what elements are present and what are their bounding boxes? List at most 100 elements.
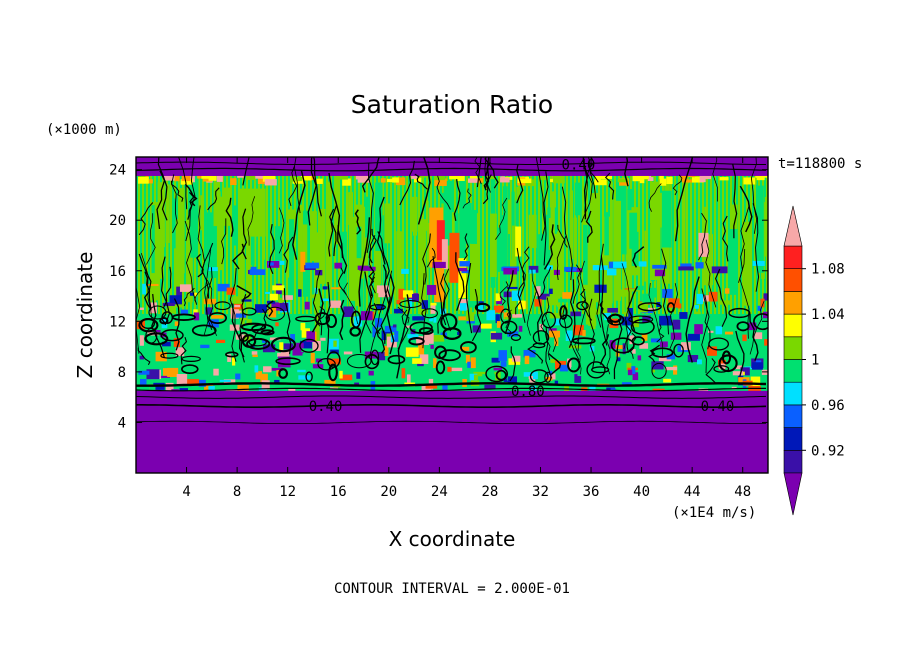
- contour-strand: [361, 157, 380, 193]
- contour-strand: [648, 344, 660, 363]
- tropopause-cell: [433, 173, 446, 181]
- contour-strand: [283, 236, 294, 273]
- turbulent-cell: [205, 307, 213, 315]
- turbulent-cell: [207, 319, 219, 328]
- turbulent-cell: [742, 334, 747, 342]
- contour-ring: [409, 321, 433, 334]
- turbulent-cell: [433, 317, 437, 323]
- contour-strand: [376, 196, 386, 265]
- contour-strand: [543, 171, 549, 266]
- contour-strand: [562, 304, 580, 361]
- turbulent-cell: [694, 305, 699, 309]
- turbulent-cell: [715, 326, 723, 335]
- contour-strand: [540, 319, 551, 361]
- turbulent-cell: [451, 367, 463, 372]
- x-tick-label: 20: [380, 484, 397, 500]
- contour-strand: [337, 267, 347, 295]
- contour-strand: [648, 282, 663, 357]
- turbulent-cell: [570, 311, 582, 317]
- field-cell: [314, 232, 320, 342]
- dry-patch: [268, 262, 274, 266]
- contour-ring: [630, 318, 655, 335]
- turbulent-cell: [425, 383, 438, 389]
- moist-spot: [434, 268, 445, 303]
- contour-strand: [714, 268, 728, 327]
- field-cell: [239, 207, 245, 301]
- contour-strand: [624, 157, 629, 187]
- turbulent-cell: [304, 301, 310, 310]
- contour-ring: [408, 337, 425, 346]
- field-cell: [644, 230, 647, 282]
- turbulent-cell: [315, 358, 323, 363]
- tropopause-cell: [457, 174, 465, 181]
- turbulent-cell: [421, 384, 431, 395]
- contour-ring: [544, 371, 552, 383]
- field-cell: [681, 197, 686, 264]
- contour-ring: [225, 351, 239, 358]
- turbulent-cell: [381, 330, 391, 341]
- contour-strand: [184, 183, 198, 207]
- contour-label: 0.40: [701, 399, 735, 415]
- contour-strand: [225, 197, 234, 237]
- turbulent-cell: [495, 293, 501, 302]
- tropopause-cell: [659, 173, 664, 180]
- field-cell: [310, 211, 317, 262]
- contour-strand: [556, 236, 567, 281]
- turbulent-cell: [504, 316, 509, 320]
- dry-patch: [208, 267, 218, 272]
- turbulent-cell: [458, 316, 467, 321]
- field-cell: [187, 217, 193, 303]
- field-cell: [459, 177, 465, 271]
- contour-label: 0.80: [511, 384, 545, 400]
- turbulent-cell: [679, 312, 688, 319]
- y-tick-label: 24: [109, 163, 126, 179]
- field-cell: [190, 186, 197, 258]
- turbulent-cell: [219, 379, 231, 382]
- contour-strand: [516, 247, 526, 323]
- turbulent-cell: [384, 345, 389, 356]
- contour-strand: [343, 282, 359, 325]
- contour-strand: [339, 299, 345, 341]
- colorbar-bin: [783, 427, 803, 451]
- turbulent-cell: [473, 371, 486, 377]
- turbulent-cell: [203, 298, 217, 305]
- field-cell: [289, 219, 295, 297]
- turbulent-cell: [708, 291, 718, 302]
- turbulent-cell: [447, 366, 452, 372]
- contour-strand: [476, 157, 482, 188]
- tropopause-cell: [632, 174, 641, 182]
- turbulent-cell: [725, 331, 733, 335]
- turbulent-cell: [252, 354, 258, 358]
- contour-interval-note: CONTOUR INTERVAL = 2.000E-01: [334, 581, 570, 597]
- turbulent-cell: [495, 314, 500, 324]
- colorbar-label: 0.92: [811, 443, 845, 459]
- turbulent-cell: [394, 308, 403, 314]
- contour-strand: [382, 264, 390, 306]
- tropopause-cell: [617, 178, 629, 183]
- dry-patch: [432, 261, 446, 269]
- turbulent-cell: [139, 377, 152, 381]
- turbulent-cell: [491, 357, 500, 363]
- field-cell: [556, 231, 561, 307]
- contour-strand: [307, 157, 317, 226]
- turbulent-cell: [666, 354, 676, 360]
- turbulent-cell: [180, 309, 189, 315]
- x-tick-label: 4: [182, 484, 190, 500]
- turbulent-cell: [200, 344, 210, 349]
- turbulent-cell: [331, 287, 341, 290]
- contour-ring: [299, 338, 319, 353]
- dry-patch: [357, 265, 369, 270]
- turbulent-cell: [225, 389, 238, 392]
- contour-strand: [386, 274, 395, 355]
- x-tick-label: 24: [431, 484, 448, 500]
- turbulent-cell: [651, 338, 661, 343]
- turbulent-cell: [718, 363, 726, 370]
- contour-ring: [666, 302, 675, 313]
- contour-ring: [270, 336, 297, 353]
- tropopause-cell: [469, 175, 478, 180]
- turbulent-cell: [496, 321, 501, 328]
- field-cell: [376, 225, 379, 308]
- turbulent-cell: [320, 337, 326, 341]
- turbulent-cell: [275, 322, 279, 327]
- tropopause-cell: [719, 177, 729, 181]
